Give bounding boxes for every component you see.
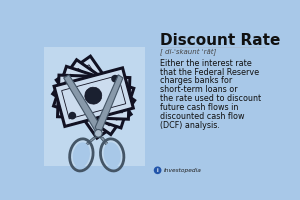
Circle shape bbox=[65, 80, 73, 87]
Circle shape bbox=[116, 82, 123, 90]
Polygon shape bbox=[95, 75, 123, 133]
Text: Investopedia: Investopedia bbox=[164, 168, 202, 173]
Text: short-term loans or: short-term loans or bbox=[160, 85, 238, 94]
Text: Discount Rate: Discount Rate bbox=[160, 33, 280, 48]
Polygon shape bbox=[52, 66, 135, 128]
Polygon shape bbox=[56, 74, 131, 121]
Circle shape bbox=[118, 89, 125, 97]
Polygon shape bbox=[64, 75, 101, 133]
Polygon shape bbox=[54, 61, 134, 133]
Ellipse shape bbox=[85, 87, 102, 104]
Circle shape bbox=[68, 112, 76, 119]
Polygon shape bbox=[55, 69, 132, 125]
Polygon shape bbox=[52, 64, 136, 130]
Circle shape bbox=[115, 107, 122, 115]
Text: charges banks for: charges banks for bbox=[160, 76, 232, 85]
Polygon shape bbox=[85, 137, 97, 145]
Ellipse shape bbox=[103, 142, 121, 167]
Text: [ di-ˈskaunt ˈrāt]: [ di-ˈskaunt ˈrāt] bbox=[160, 49, 216, 55]
Text: i: i bbox=[157, 168, 158, 173]
Polygon shape bbox=[51, 58, 137, 137]
Circle shape bbox=[118, 98, 125, 105]
FancyBboxPatch shape bbox=[44, 47, 145, 166]
Ellipse shape bbox=[86, 88, 103, 105]
Ellipse shape bbox=[86, 87, 103, 104]
Text: the rate used to discount: the rate used to discount bbox=[160, 94, 261, 103]
Circle shape bbox=[62, 89, 70, 97]
Ellipse shape bbox=[73, 142, 90, 167]
Text: discounted cash flow: discounted cash flow bbox=[160, 112, 244, 121]
Polygon shape bbox=[57, 57, 130, 137]
Polygon shape bbox=[100, 137, 109, 145]
Circle shape bbox=[111, 75, 119, 83]
Text: (DCF) analysis.: (DCF) analysis. bbox=[160, 121, 220, 130]
Circle shape bbox=[62, 97, 70, 105]
Polygon shape bbox=[55, 67, 133, 127]
Text: that the Federal Reserve: that the Federal Reserve bbox=[160, 68, 259, 77]
Polygon shape bbox=[54, 54, 133, 140]
Polygon shape bbox=[58, 76, 129, 118]
Circle shape bbox=[154, 166, 161, 174]
Text: Either the interest rate: Either the interest rate bbox=[160, 59, 252, 68]
Text: future cash flows in: future cash flows in bbox=[160, 103, 238, 112]
Circle shape bbox=[64, 105, 72, 112]
Circle shape bbox=[94, 129, 102, 137]
Ellipse shape bbox=[85, 87, 102, 104]
Ellipse shape bbox=[86, 87, 103, 104]
